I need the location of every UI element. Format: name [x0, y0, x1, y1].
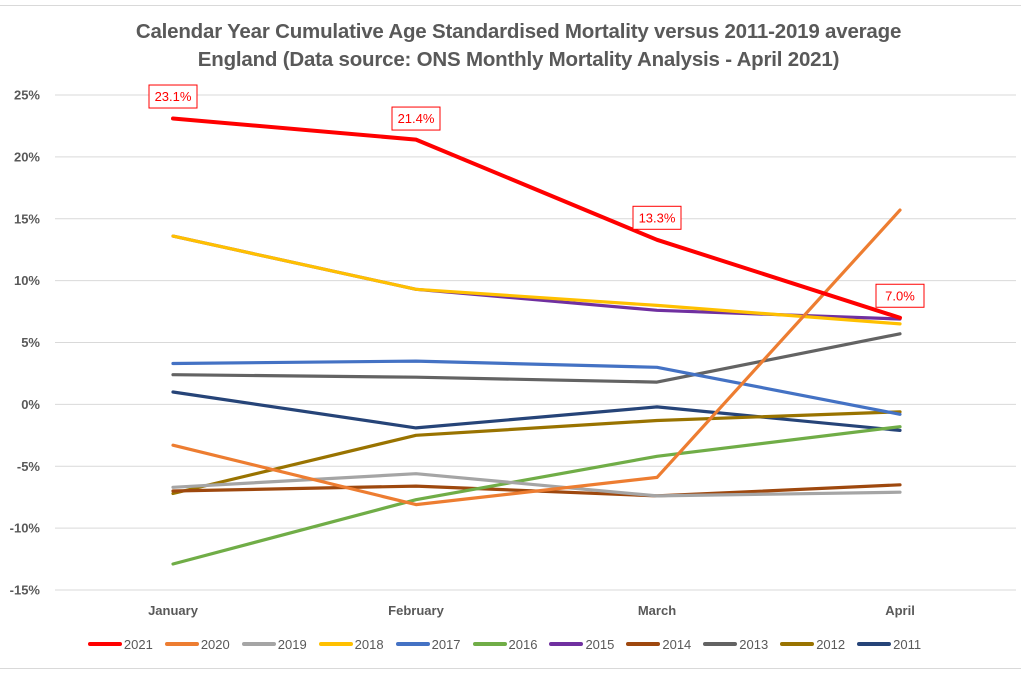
gridlines	[55, 94, 1016, 591]
y-tick-label: 15%	[14, 211, 40, 226]
legend-label: 2016	[508, 636, 538, 652]
legend-swatch	[87, 642, 122, 646]
x-tick-label: January	[148, 603, 199, 618]
chart-title: Calendar Year Cumulative Age Standardise…	[0, 18, 1021, 74]
y-axis-tick-labels: 25% 20% 15% 10% 5% 0% -5% -10% -15%	[10, 88, 41, 598]
legend-swatch	[626, 642, 661, 646]
data-label-2021-march: 13.3%	[632, 205, 682, 230]
legend-swatch	[857, 642, 892, 646]
legend-label: 2011	[893, 636, 922, 652]
data-label-text: 7.0%	[885, 288, 915, 303]
legend-swatch	[395, 642, 430, 646]
legend: 2021 2020 2019 2018 2017 2016 2015 2014 2013 2012…	[0, 633, 1021, 655]
legend-label: 2020	[200, 636, 230, 652]
legend-label: 2012	[816, 636, 846, 652]
legend-swatch	[703, 642, 738, 646]
y-tick-label: -15%	[10, 583, 41, 598]
legend-swatch	[164, 642, 199, 646]
x-tick-label: March	[638, 603, 676, 618]
legend-label: 2021	[123, 636, 153, 652]
legend-label: 2018	[354, 636, 384, 652]
legend-swatch	[318, 642, 353, 646]
y-tick-label: 5%	[21, 335, 40, 350]
legend-label: 2014	[662, 636, 692, 652]
legend-label: 2017	[431, 636, 461, 652]
data-label-2021-april: 7.0%	[875, 283, 925, 308]
legend-swatch	[241, 642, 276, 646]
y-tick-label: 25%	[14, 88, 40, 103]
series-line-2017	[171, 359, 902, 416]
y-tick-label: 0%	[21, 397, 40, 412]
legend-item-2016: 2016	[472, 636, 538, 652]
data-labels: 23.1% 21.4% 13.3% 7.0%	[148, 84, 925, 308]
series-line-2021	[171, 116, 902, 320]
data-label-text: 21.4%	[398, 111, 435, 126]
series-line-2020	[171, 208, 902, 507]
legend-swatch	[549, 642, 584, 646]
series-line-2015	[171, 234, 902, 321]
x-axis-tick-labels: January February March April	[148, 603, 915, 618]
legend-label: 2019	[277, 636, 307, 652]
legend-item-2011: 2011	[857, 637, 921, 652]
series-lines	[171, 116, 902, 566]
legend-item-2019: 2019	[241, 636, 307, 652]
series-line-2018	[171, 234, 902, 326]
data-label-box	[632, 205, 682, 230]
legend-label: 2015	[585, 636, 615, 652]
chart-frame-top-border	[0, 5, 1021, 6]
legend-item-2014: 2014	[626, 637, 691, 652]
data-label-2021-february: 21.4%	[391, 106, 441, 131]
series-line-2019	[171, 472, 902, 498]
data-label-text: 13.3%	[639, 210, 676, 225]
chart-title-line-1: Calendar Year Cumulative Age Standardise…	[135, 20, 902, 43]
chart-subtitle: England (Data source: ONS Monthly Mortal…	[197, 48, 840, 71]
x-tick-label: April	[885, 603, 915, 618]
legend-label: 2013	[739, 636, 769, 652]
legend-swatch	[472, 642, 507, 646]
legend-item-2021: 2021	[87, 636, 153, 652]
y-tick-label: -5%	[17, 459, 41, 474]
y-tick-label: -10%	[10, 521, 41, 536]
legend-item-2015: 2015	[549, 637, 614, 652]
data-label-box	[148, 84, 198, 109]
data-label-text: 23.1%	[155, 89, 192, 104]
data-label-box	[875, 283, 925, 308]
x-tick-label: February	[388, 603, 444, 618]
legend-swatch	[780, 642, 815, 646]
data-label-2021-january: 23.1%	[148, 84, 198, 109]
legend-item-2012: 2012	[780, 637, 845, 652]
series-line-2016	[171, 425, 902, 566]
legend-item-2020: 2020	[164, 636, 230, 652]
y-tick-label: 20%	[14, 149, 40, 164]
legend-item-2013: 2013	[703, 637, 768, 652]
series-line-2011	[171, 390, 902, 432]
legend-item-2018: 2018	[318, 636, 384, 652]
chart-frame-bottom-border	[0, 668, 1021, 669]
data-label-box	[391, 106, 441, 131]
legend-item-2017: 2017	[395, 636, 461, 652]
y-tick-label: 10%	[14, 273, 40, 288]
series-line-2012	[171, 410, 902, 496]
series-line-2013	[171, 332, 902, 384]
